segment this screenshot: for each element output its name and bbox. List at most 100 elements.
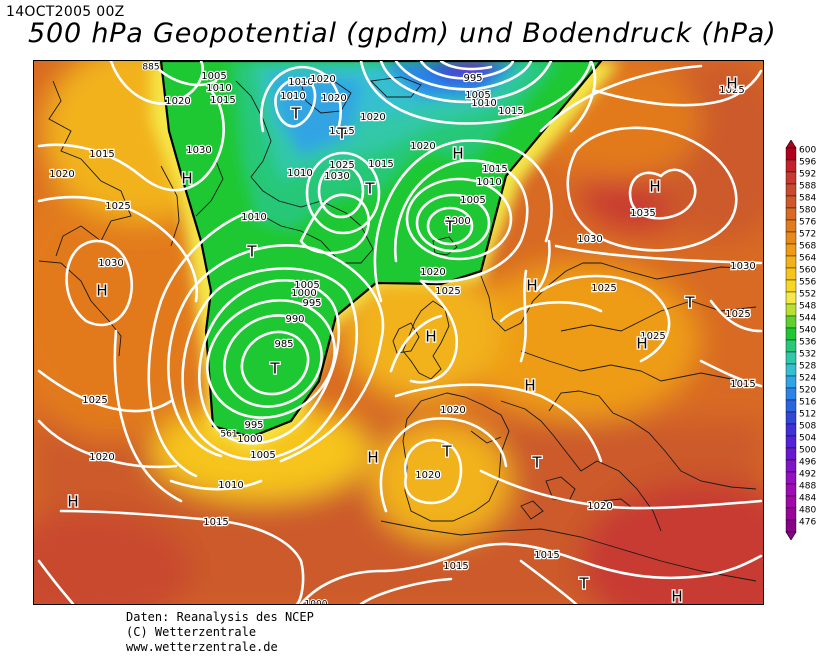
colorbar-swatch <box>785 327 797 341</box>
credits-data-source: Daten: Reanalysis des NCEP <box>126 610 314 624</box>
colorbar-swatch <box>785 447 797 461</box>
isobar-label: 1020 <box>321 93 346 104</box>
colorbar-swatch <box>785 303 797 317</box>
high-pressure-marker: H <box>649 178 660 196</box>
isobar-label: 1020 <box>415 470 440 481</box>
isobar-label: 995 <box>463 73 482 84</box>
colorbar-level-label: 476 <box>799 518 816 528</box>
isobar-label: 1030 <box>324 171 349 182</box>
colorbar-level-label: 588 <box>799 182 816 192</box>
isobar-label: 1000 <box>237 434 262 445</box>
colorbar-swatch <box>785 267 797 281</box>
isobar-label: 1015 <box>368 159 393 170</box>
colorbar-level-label: 516 <box>799 398 816 408</box>
colorbar-swatch <box>785 315 797 329</box>
isobar-label: 1010 <box>287 168 312 179</box>
colorbar-swatch <box>785 195 797 209</box>
credits-copyright: (C) Wetterzentrale <box>126 625 257 639</box>
colorbar-swatch <box>785 423 797 437</box>
isobar-label: 995 <box>302 298 321 309</box>
contour-value-label: 561 <box>220 430 237 440</box>
colorbar-swatch <box>785 171 797 185</box>
page-title: 500 hPa Geopotential (gpdm) und Bodendru… <box>28 18 777 49</box>
credits-website: www.wetterzentrale.de <box>126 640 278 654</box>
isobar-label: 1010 <box>476 177 501 188</box>
isobar-label: 1025 <box>82 395 107 406</box>
isobar-label: 1010 <box>288 77 313 88</box>
isobar-label: 1005 <box>294 280 319 291</box>
colorbar-level-label: 524 <box>799 374 816 384</box>
isobar-label: 1015 <box>534 550 559 561</box>
contour-value-labels: 8855611000 <box>141 62 328 605</box>
low-pressure-marker: T <box>578 575 589 593</box>
isobar-label: 1030 <box>730 261 755 272</box>
isobar-label: 1025 <box>435 286 460 297</box>
colorbar-swatch <box>785 363 797 377</box>
low-pressure-marker: T <box>444 218 455 236</box>
colorbar-swatch <box>785 183 797 197</box>
contour-value-label: 1000 <box>305 600 328 605</box>
colorbar-level-label: 568 <box>799 242 816 252</box>
isobar-label: 1015 <box>482 164 507 175</box>
isobar-label: 1005 <box>465 90 490 101</box>
colorbar-swatch <box>785 435 797 449</box>
low-pressure-marker: T <box>684 294 695 312</box>
colorbar-swatch <box>785 399 797 413</box>
colorbar-swatch <box>785 291 797 305</box>
colorbar-swatch <box>785 507 797 521</box>
low-pressure-marker: T <box>290 105 301 123</box>
colorbar-swatch <box>785 519 797 533</box>
isobar-label: 1020 <box>310 74 335 85</box>
isobar-label: 1025 <box>725 309 750 320</box>
colorbar-bottom-arrow <box>785 531 797 541</box>
isobar-label: 1010 <box>280 91 305 102</box>
isobar-label: 1010 <box>471 98 496 109</box>
isobar-label: 1010 <box>206 83 231 94</box>
isobar-label: 1015 <box>730 379 755 390</box>
colorbar-level-label: 556 <box>799 278 816 288</box>
isobar-label: 1030 <box>186 145 211 156</box>
colorbar-level-label: 596 <box>799 158 816 168</box>
isobar-label: 1010 <box>218 480 243 491</box>
colorbar-level-label: 492 <box>799 470 816 480</box>
pressure-centers: H H H H H H H H H H H H T T T T T T T T T T <box>66 73 739 604</box>
low-pressure-marker: T <box>364 180 375 198</box>
isobar-labels: 1005101010151020103010151020102510301025… <box>48 70 757 574</box>
colorbar-swatch <box>785 231 797 245</box>
colorbar-swatch <box>785 255 797 269</box>
high-pressure-marker: H <box>367 449 378 467</box>
colorbar-level-label: 584 <box>799 194 816 204</box>
colorbar-level-label: 520 <box>799 386 816 396</box>
high-pressure-marker: H <box>425 328 436 346</box>
isobar-label: 985 <box>274 339 293 350</box>
colorbar-level-label: 508 <box>799 422 816 432</box>
colorbar-swatch <box>785 411 797 425</box>
low-pressure-marker: T <box>246 243 257 261</box>
isobar-label: 995 <box>244 420 263 431</box>
isobar-label: 1020 <box>420 267 445 278</box>
colorbar-swatch <box>785 219 797 233</box>
colorbar-level-label: 544 <box>799 314 816 324</box>
colorbar-swatch <box>785 243 797 257</box>
colorbar-level-label: 532 <box>799 350 816 360</box>
colorbar-swatch <box>785 207 797 221</box>
high-pressure-marker: H <box>726 75 737 93</box>
high-pressure-marker: H <box>181 170 192 188</box>
isobar-label: 1025 <box>591 283 616 294</box>
low-pressure-marker: T <box>269 360 280 378</box>
colorbar-level-label: 564 <box>799 254 816 264</box>
colorbar-level-label: 540 <box>799 326 816 336</box>
colorbar-level-label: 528 <box>799 362 816 372</box>
colorbar-level-label: 496 <box>799 458 816 468</box>
isobar-label: 1005 <box>250 450 275 461</box>
colorbar-swatch <box>785 159 797 173</box>
colorbar-level-label: 500 <box>799 446 816 456</box>
low-pressure-marker: T <box>441 443 452 461</box>
colorbar-swatch <box>785 339 797 353</box>
isobar-label: 1020 <box>89 452 114 463</box>
isobar-label: 1020 <box>49 169 74 180</box>
colorbar-level-label: 512 <box>799 410 816 420</box>
high-pressure-marker: H <box>452 145 463 163</box>
colorbar-swatch <box>785 147 797 161</box>
colorbar-level-label: 484 <box>799 494 816 504</box>
